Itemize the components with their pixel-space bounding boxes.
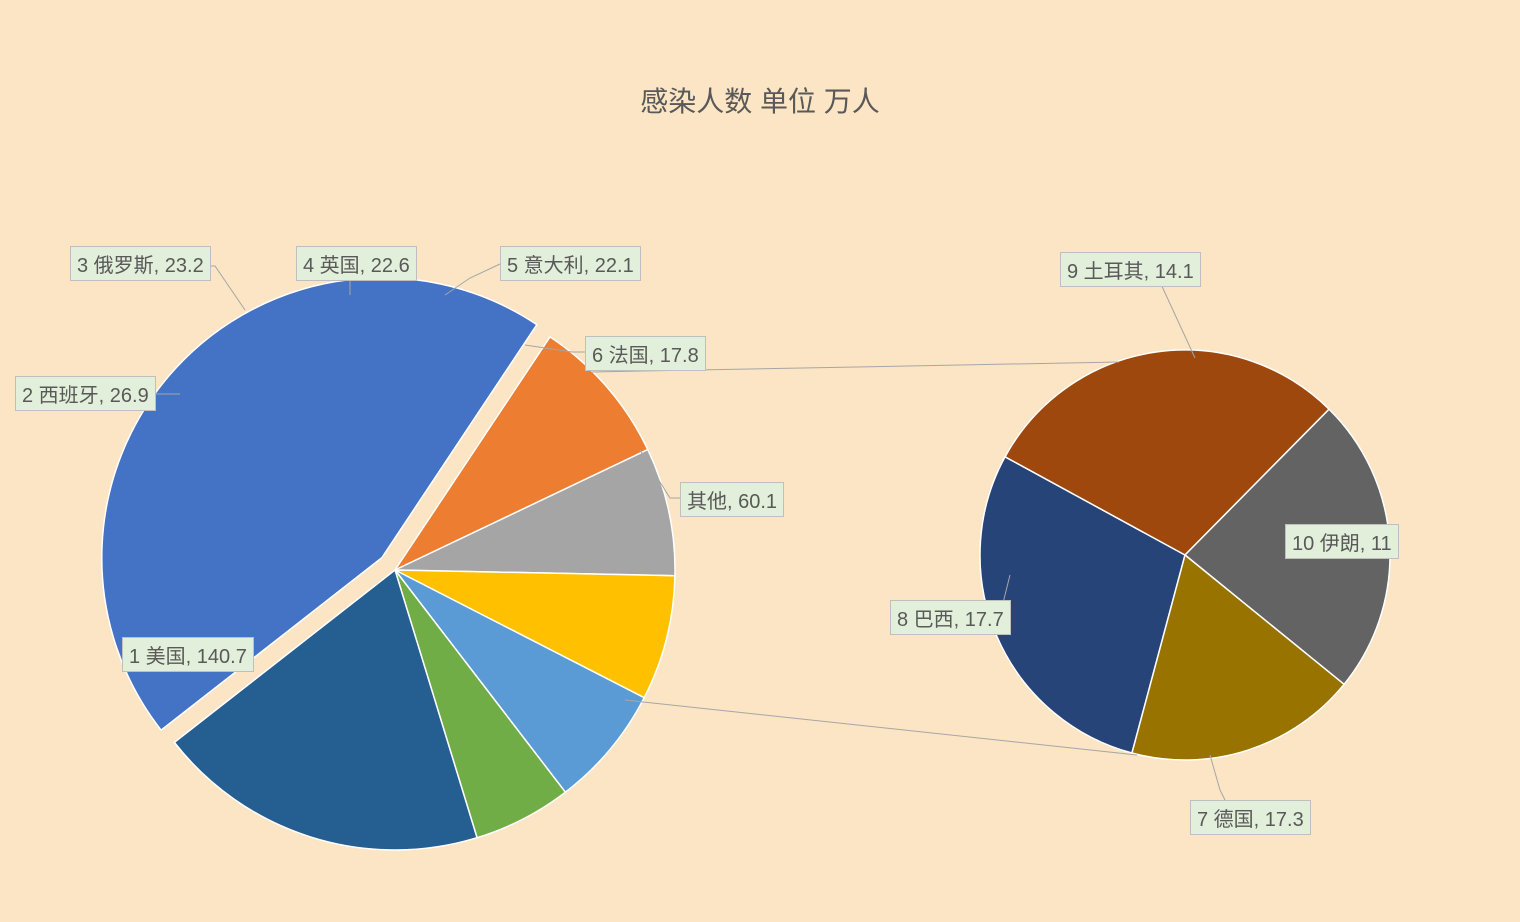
- label-l_br: 8 巴西, 17.7: [890, 600, 1011, 635]
- label-l_uk: 4 英国, 22.6: [296, 246, 417, 281]
- leader-l_de: [1210, 755, 1225, 800]
- label-l_usa: 1 美国, 140.7: [122, 637, 254, 672]
- label-l_de: 7 德国, 17.3: [1190, 800, 1311, 835]
- label-l_spain: 2 西班牙, 26.9: [15, 376, 156, 411]
- label-l_russia: 3 俄罗斯, 23.2: [70, 246, 211, 281]
- label-l_tr: 9 土耳其, 14.1: [1060, 252, 1201, 287]
- label-l_ir: 10 伊朗, 11: [1285, 524, 1399, 559]
- chart-svg: [0, 0, 1520, 922]
- label-l_italy: 5 意大利, 22.1: [500, 246, 641, 281]
- chart-container: 感染人数 单位 万人 1 美国, 140.72 西班牙, 26.93 俄罗斯, …: [0, 0, 1520, 922]
- label-l_france: 6 法国, 17.8: [585, 336, 706, 371]
- label-l_other: 其他, 60.1: [680, 482, 784, 517]
